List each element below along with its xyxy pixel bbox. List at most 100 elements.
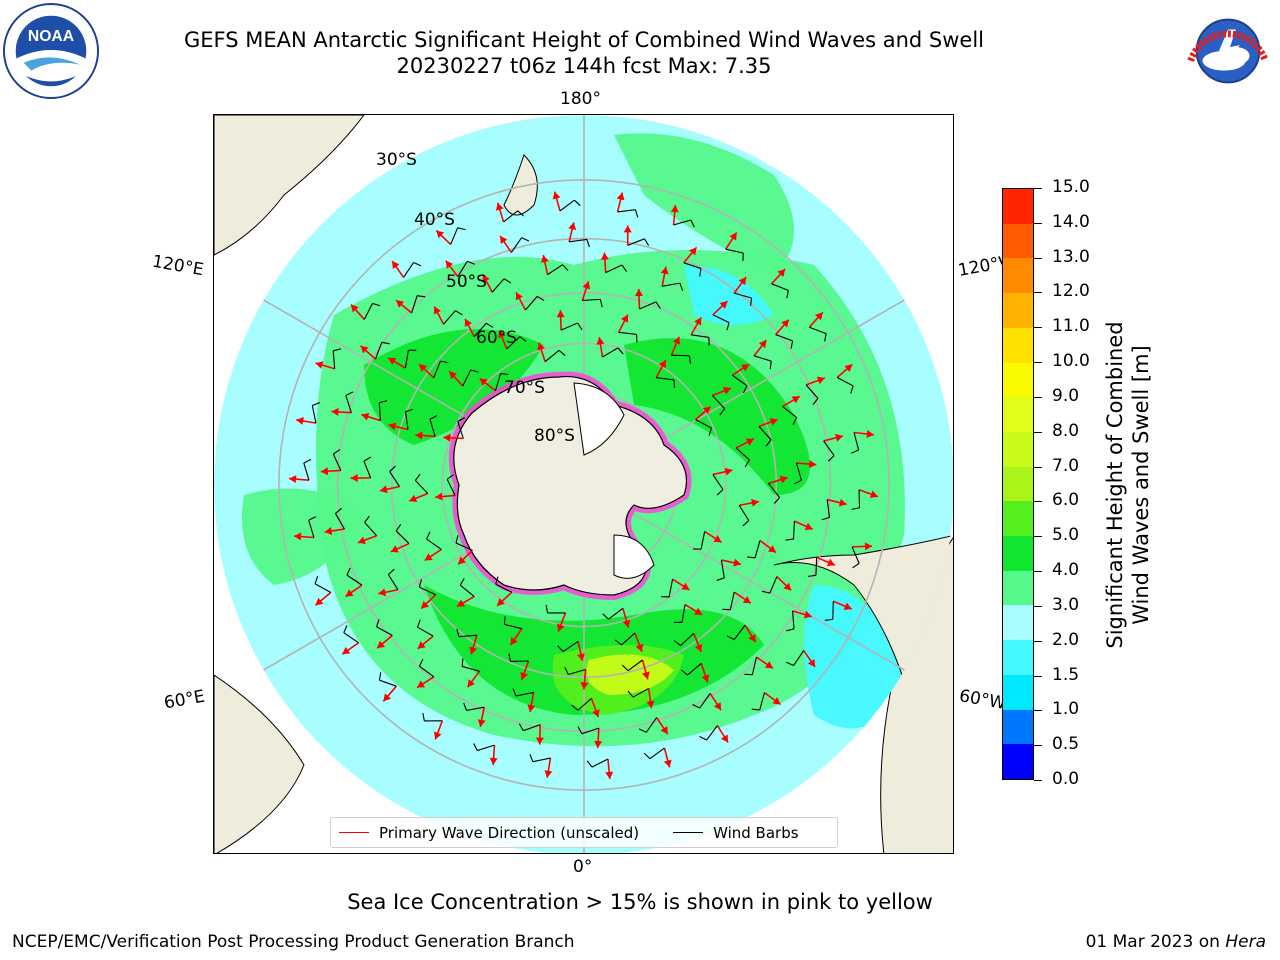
colorbar-title-line1: Significant Height of Combined — [1103, 321, 1127, 649]
wind-barb-flag — [500, 372, 509, 376]
wave-arrow-head — [435, 492, 443, 501]
wind-barb-flag — [303, 458, 312, 464]
colorbar-tick-label: 8.0 — [1052, 420, 1080, 441]
wind-barb-flag — [602, 613, 609, 620]
wind-barb-flag — [308, 516, 317, 521]
wind-barb — [494, 373, 502, 391]
wind-barb — [544, 349, 560, 363]
wind-barb — [753, 355, 772, 362]
wind-barb — [792, 610, 795, 629]
wind-barb-flag — [459, 577, 465, 586]
wind-barb — [525, 296, 538, 311]
wind-barb-flag — [807, 574, 817, 577]
wind-barb — [560, 322, 578, 331]
wave-arrow-head — [777, 269, 786, 277]
colorbar-segment — [1003, 466, 1033, 502]
wave-arrow-head — [815, 312, 823, 321]
colorbar-segment — [1003, 223, 1033, 259]
wave-arrow-head — [467, 679, 475, 688]
wind-barb-flag — [786, 290, 789, 299]
wind-barb-flag — [792, 417, 798, 425]
wind-barb-flag — [335, 507, 342, 514]
wind-barb-flag — [655, 301, 661, 309]
wave-arrow-head — [515, 292, 523, 301]
wave-arrow-head — [694, 607, 703, 615]
wave-arrow-head — [767, 545, 776, 553]
wind-barb-flag — [699, 735, 707, 741]
wind-barb — [417, 626, 434, 637]
wind-barb-flag — [726, 635, 735, 641]
wind-barb-flag — [761, 590, 770, 594]
wave-arrow-head — [324, 527, 333, 535]
wind-barb — [473, 322, 487, 338]
wave-arrow-head — [670, 204, 679, 213]
colorbar-tick-label: 10.0 — [1052, 351, 1090, 372]
wind-barb — [569, 238, 588, 243]
wind-barb — [411, 295, 418, 314]
wind-barb — [758, 426, 772, 441]
wave-arrow-head — [724, 467, 733, 476]
wind-barb — [733, 624, 746, 640]
wave-arrow-head — [580, 682, 589, 690]
wave-arrow-head — [510, 637, 518, 646]
wind-barb — [645, 717, 658, 733]
wind-barb-flag — [680, 669, 688, 676]
colorbar-tick — [1034, 257, 1042, 259]
wave-arrow-head — [689, 247, 697, 256]
wind-barb-flag — [716, 577, 725, 581]
wind-barb — [733, 292, 752, 299]
footer-machine: Hera — [1225, 932, 1266, 952]
wind-barb — [446, 479, 456, 496]
wind-barb — [364, 521, 378, 537]
wind-barb — [699, 693, 711, 709]
wind-barb-flag — [418, 658, 424, 667]
wave-arrow-head — [702, 406, 711, 415]
colorbar-segment — [1003, 536, 1033, 571]
footer-date-text: 01 Mar 2023 on — [1085, 932, 1226, 952]
wave-arrow-head — [582, 281, 591, 290]
wave-arrow-head — [843, 602, 852, 610]
wind-barb — [419, 586, 436, 596]
wind-barb — [775, 334, 793, 342]
colorbar-segment — [1003, 605, 1033, 641]
wave-arrow-head — [390, 545, 399, 553]
land-new-zealand — [503, 154, 538, 216]
wave-arrow-head — [456, 599, 465, 607]
wave-arrow-head — [646, 700, 655, 709]
wave-arrow-head — [520, 671, 528, 680]
wind-barb — [687, 663, 702, 676]
wave-arrow-head — [568, 222, 577, 231]
wave-arrow-head — [552, 191, 561, 200]
wave-arrow-head — [594, 740, 603, 749]
colorbar-tick — [1034, 188, 1042, 189]
wind-barb — [754, 540, 761, 558]
lon-label-0: 0° — [573, 857, 593, 877]
wave-arrow-head — [320, 467, 329, 476]
wave-arrow-head — [557, 623, 565, 632]
wind-barb-flag — [378, 672, 382, 681]
wind-barb — [751, 657, 757, 675]
wind-barb-flag — [364, 515, 370, 523]
wind-barb-flag — [599, 299, 603, 308]
wave-arrow-head — [357, 536, 366, 545]
wind-barb-flag — [769, 361, 772, 370]
wind-barb-flag — [346, 567, 351, 576]
wind-barb — [457, 260, 468, 277]
wind-barb — [503, 210, 519, 223]
wind-barb-flag — [485, 322, 494, 328]
wave-arrow-head — [544, 770, 553, 778]
wave-arrow-head — [378, 588, 387, 597]
chart-title: GEFS MEAN Antarctic Significant Height o… — [183, 28, 985, 52]
wind-barb — [591, 758, 609, 768]
wind-barb — [457, 421, 464, 439]
wind-barb-flag — [794, 479, 802, 485]
wind-barb — [735, 447, 750, 461]
legend-wave-label: Primary Wave Direction (unscaled) — [379, 823, 640, 842]
wind-barb — [792, 521, 795, 540]
wind-barb — [608, 607, 624, 620]
wave-arrow-head — [866, 430, 874, 438]
colorbar-tick — [1034, 780, 1042, 781]
wind-barb-flag — [699, 268, 702, 277]
wind-barb-flag — [751, 708, 760, 711]
wind-barb-flag — [744, 459, 750, 467]
